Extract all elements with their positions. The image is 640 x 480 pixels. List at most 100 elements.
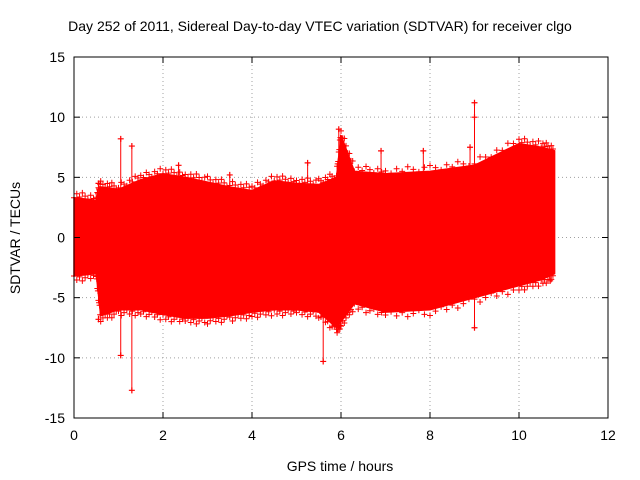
data-point <box>493 147 500 154</box>
data-point <box>432 164 439 171</box>
data-point <box>438 303 445 310</box>
data-point <box>249 313 255 320</box>
data-point <box>543 139 550 146</box>
data-point <box>529 138 536 145</box>
data-point <box>117 352 124 359</box>
chart-title: Day 252 of 2011, Sidereal Day-to-day VTE… <box>68 18 572 34</box>
data-point <box>518 139 525 146</box>
data-point <box>296 180 303 187</box>
data-point <box>296 307 303 314</box>
data-point <box>421 164 428 171</box>
data-point <box>349 158 356 165</box>
data-point <box>198 177 205 184</box>
y-tick-label: -10 <box>45 350 65 366</box>
data-point <box>301 309 308 316</box>
data-point <box>187 319 194 326</box>
data-point <box>366 307 373 314</box>
data-point <box>527 142 534 149</box>
data-point <box>117 135 124 142</box>
data-point <box>235 311 242 318</box>
data-point <box>471 324 478 331</box>
data-point <box>76 273 83 280</box>
data-point <box>335 126 342 133</box>
data-point <box>548 142 555 149</box>
data-point <box>226 171 233 178</box>
x-axis-label: GPS time / hours <box>287 458 394 474</box>
data-point <box>399 168 406 175</box>
data-point <box>82 193 89 200</box>
data-point <box>287 311 294 318</box>
data-point <box>84 196 91 203</box>
y-tick-label: 0 <box>57 230 65 246</box>
data-point <box>510 140 517 147</box>
data-point <box>123 306 130 313</box>
data-point <box>504 291 511 298</box>
data-point <box>223 183 230 190</box>
data-point <box>87 192 94 199</box>
data-point <box>460 300 467 307</box>
data-point <box>215 180 222 187</box>
data-point <box>420 147 427 154</box>
data-point <box>185 315 192 322</box>
data-point <box>104 180 111 187</box>
data-point <box>471 99 478 106</box>
data-point <box>415 168 422 175</box>
data-point <box>467 144 474 151</box>
data-point <box>251 310 258 317</box>
data-point <box>285 306 292 313</box>
data-point <box>287 175 294 182</box>
data-point <box>232 181 239 188</box>
data-point <box>154 170 161 177</box>
data-point <box>516 136 522 143</box>
y-tick-label: -5 <box>53 290 66 306</box>
data-point <box>343 314 350 321</box>
data-point <box>204 320 211 327</box>
data-point <box>274 311 281 318</box>
data-point <box>187 171 194 178</box>
data-point <box>410 310 417 317</box>
data-point <box>134 309 141 316</box>
data-point <box>190 174 197 181</box>
data-point <box>499 288 506 295</box>
data-point <box>96 186 103 193</box>
data-point <box>527 279 534 286</box>
data-point <box>388 308 395 315</box>
data-point <box>449 163 456 170</box>
data-point <box>535 283 542 290</box>
data-point <box>201 174 208 181</box>
data-point <box>246 184 253 191</box>
data-point <box>549 272 556 279</box>
data-point <box>95 180 102 187</box>
data-point <box>160 170 166 177</box>
data-envelope <box>73 134 556 329</box>
data-point <box>378 147 385 154</box>
data-point <box>235 185 242 192</box>
data-point <box>165 170 172 177</box>
x-tick-label: 6 <box>337 427 345 443</box>
data-point <box>279 173 286 180</box>
data-point <box>404 313 411 320</box>
data-point <box>84 271 91 278</box>
data-point <box>121 309 128 316</box>
data-point <box>96 302 103 309</box>
data-point <box>140 308 147 315</box>
data-point <box>320 358 327 365</box>
x-tick-label: 4 <box>248 427 256 443</box>
data-point <box>268 173 275 180</box>
data-point <box>108 314 115 321</box>
data-point <box>94 190 101 197</box>
data-point <box>276 177 283 184</box>
data-point <box>76 193 83 200</box>
data-point <box>374 165 381 172</box>
data-point <box>106 183 113 190</box>
data-point <box>94 287 101 294</box>
data-point <box>218 319 225 326</box>
data-point <box>299 176 306 183</box>
data-point <box>210 180 217 187</box>
data-point <box>312 177 319 184</box>
data-point <box>355 306 362 313</box>
data-point <box>324 176 331 183</box>
data-point <box>477 153 484 160</box>
data-point <box>454 304 461 311</box>
data-point <box>334 329 341 336</box>
